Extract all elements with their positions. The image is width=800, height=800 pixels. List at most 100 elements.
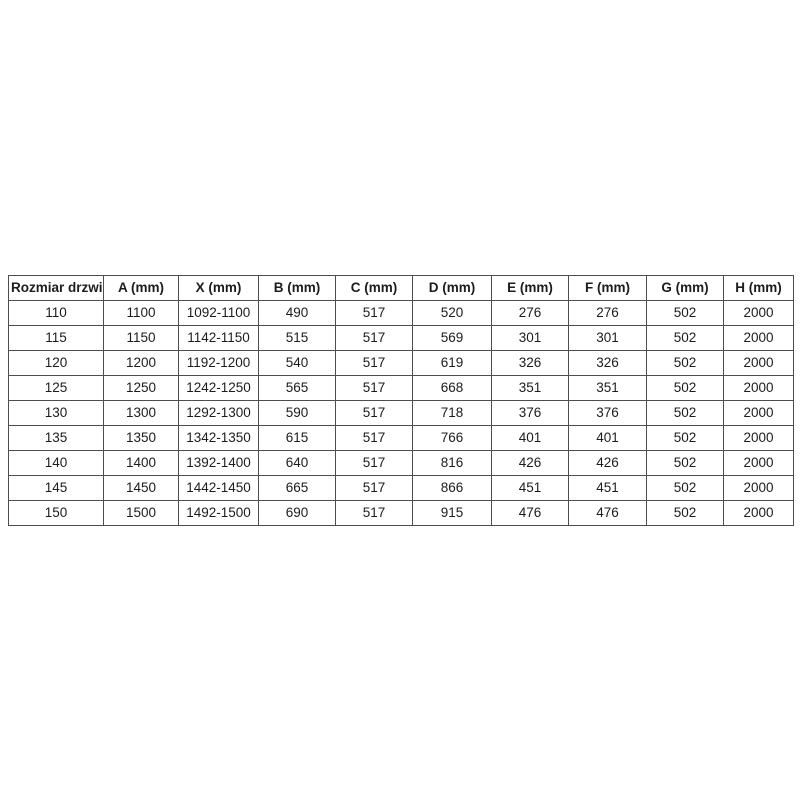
table-cell: 451	[568, 475, 647, 501]
table-cell: 2000	[723, 300, 794, 326]
column-header: A (mm)	[103, 275, 179, 301]
table-cell: 1392-1400	[178, 450, 259, 476]
table-row: 115 1150 1142-1150 515 517 569 301 301 502 2000	[8, 325, 794, 351]
table-cell: 517	[335, 300, 413, 326]
table-cell: 517	[335, 475, 413, 501]
table-cell: 502	[646, 300, 724, 326]
table-cell: 2000	[723, 375, 794, 401]
table-row: 135 1350 1342-1350 615 517 766 401 401 502 2000	[8, 425, 794, 451]
table-cell: 301	[491, 325, 569, 351]
table-cell: 326	[568, 350, 647, 376]
table-cell: 401	[491, 425, 569, 451]
table-cell: 120	[8, 350, 104, 376]
table-cell: 140	[8, 450, 104, 476]
table-cell: 590	[258, 400, 336, 426]
table-cell: 2000	[723, 425, 794, 451]
column-header: X (mm)	[178, 275, 259, 301]
door-size-table: Rozmiar drzwi A (mm) X (mm) B (mm) C (mm) D (…	[8, 275, 794, 526]
table-cell: 376	[491, 400, 569, 426]
table-cell: 2000	[723, 475, 794, 501]
column-header: F (mm)	[568, 275, 647, 301]
table-cell: 401	[568, 425, 647, 451]
table-cell: 1492-1500	[178, 500, 259, 526]
table-row: 110 1100 1092-1100 490 517 520 276 276 502 2000	[8, 300, 794, 326]
table-cell: 517	[335, 500, 413, 526]
table-cell: 816	[412, 450, 492, 476]
table-cell: 502	[646, 325, 724, 351]
table-cell: 426	[568, 450, 647, 476]
table-cell: 1100	[103, 300, 179, 326]
table-cell: 1092-1100	[178, 300, 259, 326]
table-row: 120 1200 1192-1200 540 517 619 326 326 502 2000	[8, 350, 794, 376]
table-cell: 150	[8, 500, 104, 526]
table-header-row: Rozmiar drzwi A (mm) X (mm) B (mm) C (mm) D (…	[8, 275, 794, 301]
table-cell: 135	[8, 425, 104, 451]
column-header: G (mm)	[646, 275, 724, 301]
table-cell: 766	[412, 425, 492, 451]
column-header: B (mm)	[258, 275, 336, 301]
table-cell: 125	[8, 375, 104, 401]
door-size-table-container: Rozmiar drzwi A (mm) X (mm) B (mm) C (mm) D (…	[8, 275, 794, 526]
table-cell: 690	[258, 500, 336, 526]
column-header: D (mm)	[412, 275, 492, 301]
table-cell: 115	[8, 325, 104, 351]
table-cell: 502	[646, 350, 724, 376]
table-cell: 276	[568, 300, 647, 326]
table-cell: 451	[491, 475, 569, 501]
table-cell: 517	[335, 350, 413, 376]
table-cell: 1400	[103, 450, 179, 476]
table-cell: 145	[8, 475, 104, 501]
table-cell: 476	[568, 500, 647, 526]
table-cell: 1500	[103, 500, 179, 526]
table-cell: 2000	[723, 450, 794, 476]
table-cell: 517	[335, 425, 413, 451]
table-cell: 502	[646, 475, 724, 501]
table-cell: 1300	[103, 400, 179, 426]
table-cell: 619	[412, 350, 492, 376]
table-cell: 502	[646, 375, 724, 401]
table-cell: 130	[8, 400, 104, 426]
table-row: 145 1450 1442-1450 665 517 866 451 451 502 2000	[8, 475, 794, 501]
table-cell: 476	[491, 500, 569, 526]
table-cell: 1292-1300	[178, 400, 259, 426]
table-cell: 517	[335, 400, 413, 426]
table-cell: 866	[412, 475, 492, 501]
table-cell: 1242-1250	[178, 375, 259, 401]
table-cell: 515	[258, 325, 336, 351]
table-cell: 517	[335, 375, 413, 401]
table-cell: 376	[568, 400, 647, 426]
table-cell: 276	[491, 300, 569, 326]
column-header: Rozmiar drzwi	[8, 275, 104, 301]
table-cell: 502	[646, 400, 724, 426]
table-cell: 615	[258, 425, 336, 451]
table-cell: 718	[412, 400, 492, 426]
table-cell: 565	[258, 375, 336, 401]
table-cell: 2000	[723, 325, 794, 351]
table-cell: 665	[258, 475, 336, 501]
table-cell: 1250	[103, 375, 179, 401]
table-cell: 1142-1150	[178, 325, 259, 351]
table-cell: 569	[412, 325, 492, 351]
table-cell: 1442-1450	[178, 475, 259, 501]
table-cell: 351	[568, 375, 647, 401]
column-header: H (mm)	[723, 275, 794, 301]
table-cell: 1342-1350	[178, 425, 259, 451]
table-cell: 2000	[723, 500, 794, 526]
table-cell: 301	[568, 325, 647, 351]
table-cell: 2000	[723, 350, 794, 376]
table-cell: 502	[646, 450, 724, 476]
column-header: C (mm)	[335, 275, 413, 301]
table-cell: 490	[258, 300, 336, 326]
table-cell: 1192-1200	[178, 350, 259, 376]
table-cell: 2000	[723, 400, 794, 426]
table-cell: 915	[412, 500, 492, 526]
table-cell: 520	[412, 300, 492, 326]
table-cell: 517	[335, 325, 413, 351]
table-cell: 110	[8, 300, 104, 326]
column-header: E (mm)	[491, 275, 569, 301]
table-cell: 1150	[103, 325, 179, 351]
table-row: 125 1250 1242-1250 565 517 668 351 351 502 2000	[8, 375, 794, 401]
table-cell: 351	[491, 375, 569, 401]
table-cell: 540	[258, 350, 336, 376]
table-cell: 502	[646, 500, 724, 526]
